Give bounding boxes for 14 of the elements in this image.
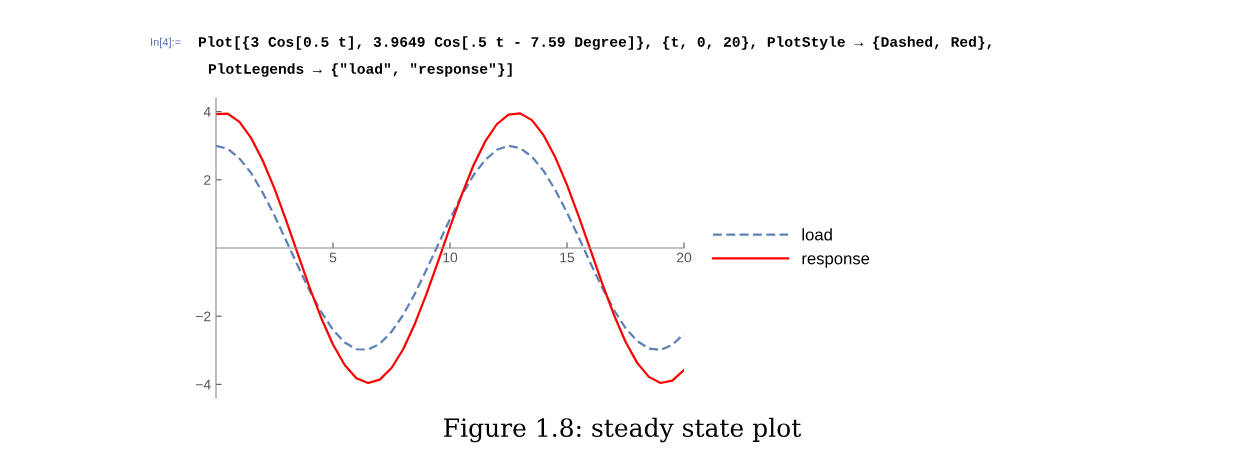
y-tick-label: 4 (203, 107, 211, 117)
x-tick-label: 20 (676, 252, 692, 263)
x-tick-label: 5 (329, 252, 337, 263)
text: PlotLegends → {"load", "response"}] (208, 63, 512, 77)
text: In[4]:= (151, 37, 181, 49)
y-tick-label: −4 (195, 379, 211, 390)
legend-label: response (802, 255, 870, 268)
y-tick-label: −2 (195, 311, 211, 322)
text: Plot[{3 Cos[0.5 t], 3.9649 Cos[.5 t - 7.59 Degree]}, {t, 0, 20}, PlotStyle → {Dashed, Red}, (198, 36, 991, 50)
x-tick-label: 15 (560, 252, 575, 263)
legend-label: load (802, 228, 832, 241)
x-tick-label: 10 (443, 252, 458, 263)
y-tick-label: 2 (204, 175, 211, 185)
caption: Figure 1.8: steady state plot (444, 417, 802, 443)
